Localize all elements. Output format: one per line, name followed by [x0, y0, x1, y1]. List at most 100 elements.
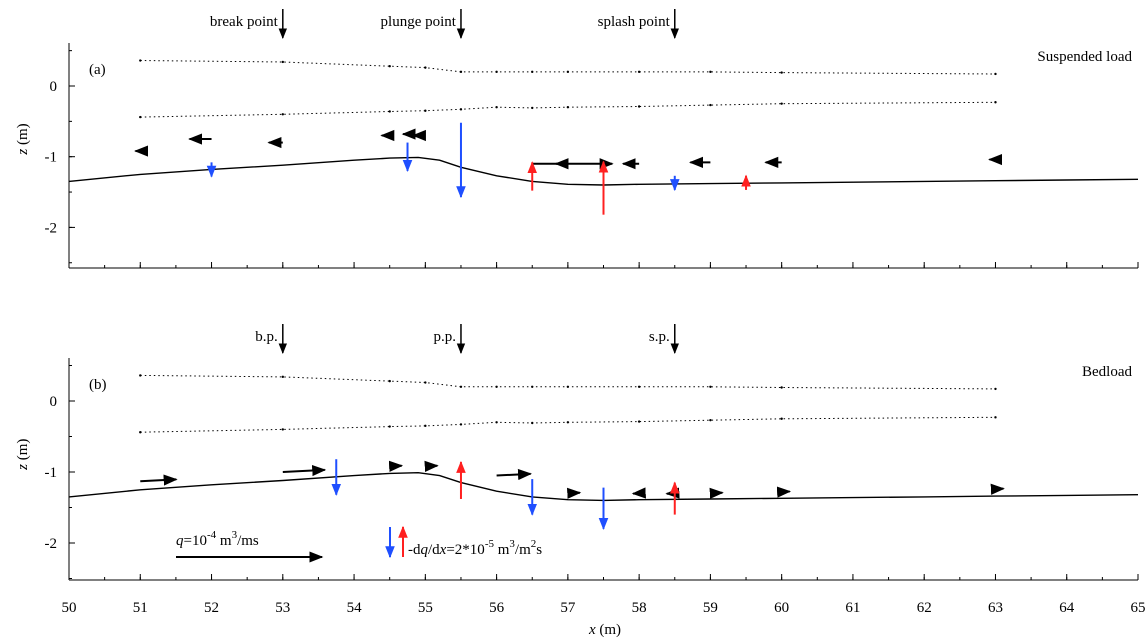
y-tick-label: 0 — [50, 394, 58, 410]
trough-point — [637, 105, 641, 108]
crest-point — [994, 387, 997, 391]
x-axis-label: x (m) — [588, 622, 621, 638]
x-tick-label: 53 — [275, 600, 290, 616]
trough-point — [709, 103, 712, 107]
y-tick-label: 0 — [50, 79, 58, 95]
trough-line — [140, 101, 996, 118]
crest-point — [994, 72, 997, 76]
y-tick-label: -2 — [45, 536, 58, 552]
point-annotation: s.p. — [649, 329, 670, 345]
panel-bedload: -2 -1 0 z (m) (b) Bedload b.p. p.p. s.p. — [15, 324, 1139, 581]
trough-point — [281, 113, 284, 116]
trough-point — [994, 101, 997, 104]
crest-point — [424, 66, 427, 69]
trough-point — [495, 421, 498, 424]
panel-title: Bedload — [1082, 364, 1132, 380]
x-tick-label: 54 — [347, 600, 363, 616]
x-tick-label: 56 — [489, 600, 505, 616]
y-axis-label: z (m) — [15, 123, 31, 155]
x-tick-label: 64 — [1059, 600, 1075, 616]
x-tick-label: 52 — [204, 600, 219, 616]
y-tick-label: -1 — [45, 465, 58, 481]
point-annotation: splash point — [598, 14, 671, 30]
trough-point — [459, 423, 463, 426]
crest-point — [637, 70, 641, 74]
trough-point — [139, 115, 142, 119]
x-tick-label: 55 — [418, 600, 433, 616]
point-annotation: p.p. — [433, 329, 456, 345]
point-annotation: plunge point — [381, 14, 457, 30]
trough-point — [566, 106, 570, 109]
trough-point — [424, 109, 427, 112]
crest-point — [424, 381, 427, 384]
panel-label: (a) — [89, 62, 106, 78]
crest-point — [281, 375, 284, 379]
x-tick-label: 61 — [845, 600, 860, 616]
point-annotation: b.p. — [255, 329, 278, 345]
trough-point — [459, 108, 463, 111]
crest-point — [139, 59, 142, 62]
trough-point — [139, 431, 142, 434]
trough-point — [388, 425, 391, 428]
crest-point — [531, 385, 534, 388]
flux-arrow — [282, 464, 327, 477]
trough-point — [566, 421, 570, 424]
trough-point — [424, 424, 427, 428]
x-tick-label: 57 — [560, 600, 576, 616]
crest-point — [388, 379, 391, 383]
x-axis-tick-labels: 50 51 52 53 54 55 56 57 58 59 60 61 62 63 64 65 — [62, 600, 1146, 616]
legend-flux-label: q=10-4 m3/ms — [176, 529, 259, 549]
crest-point — [780, 71, 783, 74]
panel-suspended-load: -2 -1 0 z (m) (a) Suspended load break point pl… — [15, 9, 1139, 269]
legend: q=10-4 m3/ms -dq/dx=2*10-5 m3/m2s — [176, 525, 542, 563]
crest-point — [459, 385, 463, 388]
flux-arrow — [424, 460, 439, 472]
flux-arrow — [496, 468, 532, 481]
crest-point — [566, 385, 570, 388]
x-tick-label: 51 — [133, 600, 148, 616]
x-tick-label: 65 — [1131, 600, 1146, 616]
trough-point — [531, 106, 534, 110]
crest-point — [531, 70, 534, 74]
crest-point — [388, 65, 391, 68]
x-tick-label: 62 — [917, 600, 932, 616]
crest-point — [495, 70, 498, 74]
flux-arrow — [140, 474, 178, 486]
legend-dqdx-label: -dq/dx=2*10-5 m3/m2s — [408, 538, 542, 558]
y-tick-label: -1 — [45, 150, 58, 166]
trough-point — [780, 102, 783, 105]
flux-arrow — [388, 460, 404, 472]
trough-point — [531, 421, 534, 425]
trough-point — [709, 418, 712, 422]
trough-point — [495, 106, 498, 109]
crest-point — [566, 70, 570, 74]
trough-line — [140, 416, 996, 433]
x-tick-label: 58 — [632, 600, 647, 616]
crest-point — [637, 385, 641, 388]
crest-point — [281, 60, 284, 64]
trough-point — [994, 416, 997, 419]
crest-point — [139, 374, 142, 377]
point-annotation: break point — [210, 14, 279, 30]
trough-point — [780, 417, 783, 420]
crest-point — [709, 70, 712, 74]
crest-point — [495, 385, 498, 388]
x-tick-label: 63 — [988, 600, 1003, 616]
x-tick-label: 60 — [774, 600, 789, 616]
crest-line — [140, 374, 996, 390]
crest-point — [709, 385, 712, 388]
crest-point — [780, 386, 783, 389]
x-tick-label: 59 — [703, 600, 718, 616]
panel-label: (b) — [89, 377, 107, 393]
y-tick-label: -2 — [45, 220, 58, 236]
panel-title: Suspended load — [1037, 49, 1132, 65]
y-axis-label: z (m) — [15, 439, 31, 471]
crest-line — [140, 60, 996, 75]
flux-arrow — [567, 487, 582, 499]
trough-point — [637, 420, 641, 423]
crest-point — [459, 70, 463, 74]
flux-arrow — [709, 487, 724, 499]
trough-point — [388, 110, 391, 113]
x-tick-label: 50 — [62, 600, 77, 616]
